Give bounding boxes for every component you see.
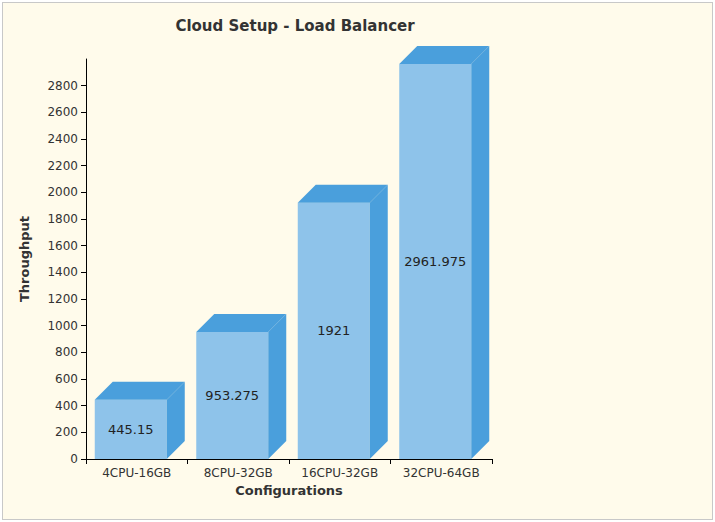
svg-text:1000: 1000 bbox=[47, 319, 78, 333]
svg-text:2200: 2200 bbox=[47, 159, 78, 173]
svg-text:1800: 1800 bbox=[47, 212, 78, 226]
svg-text:953.275: 953.275 bbox=[205, 388, 259, 403]
svg-text:2800: 2800 bbox=[47, 79, 78, 93]
svg-text:2400: 2400 bbox=[47, 132, 78, 146]
svg-text:200: 200 bbox=[55, 425, 78, 439]
svg-text:Throughput: Throughput bbox=[17, 216, 32, 302]
svg-text:800: 800 bbox=[55, 345, 78, 359]
svg-text:1600: 1600 bbox=[47, 239, 78, 253]
svg-text:Configurations: Configurations bbox=[235, 483, 343, 498]
svg-text:2000: 2000 bbox=[47, 185, 78, 199]
svg-text:445.15: 445.15 bbox=[108, 422, 154, 437]
svg-text:1200: 1200 bbox=[47, 292, 78, 306]
svg-text:2600: 2600 bbox=[47, 105, 78, 119]
svg-text:0: 0 bbox=[70, 452, 78, 466]
svg-text:2961.975: 2961.975 bbox=[404, 254, 466, 269]
svg-text:32CPU-64GB: 32CPU-64GB bbox=[403, 466, 480, 480]
svg-text:8CPU-32GB: 8CPU-32GB bbox=[204, 466, 273, 480]
svg-text:400: 400 bbox=[55, 399, 78, 413]
svg-text:4CPU-16GB: 4CPU-16GB bbox=[102, 466, 171, 480]
svg-text:Cloud Setup - Load Balancer: Cloud Setup - Load Balancer bbox=[175, 17, 415, 35]
svg-text:1400: 1400 bbox=[47, 265, 78, 279]
svg-text:1921: 1921 bbox=[317, 323, 350, 338]
svg-text:16CPU-32GB: 16CPU-32GB bbox=[301, 466, 378, 480]
svg-text:600: 600 bbox=[55, 372, 78, 386]
